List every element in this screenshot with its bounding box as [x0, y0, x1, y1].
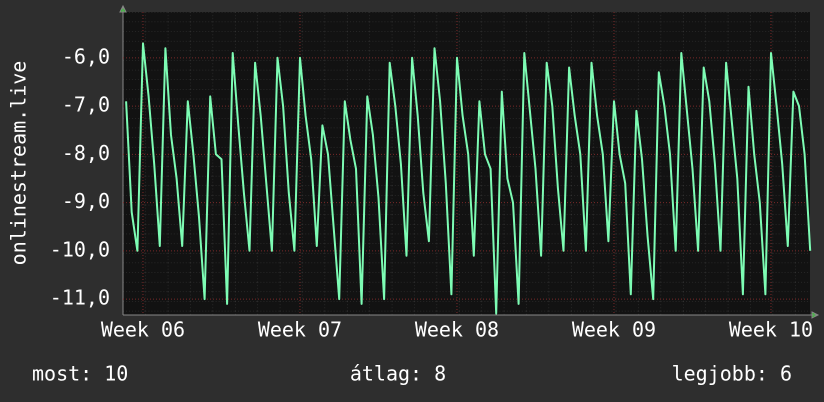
x-axis-arrow	[123, 311, 820, 319]
footer-current: most: 10	[32, 362, 128, 386]
minor-grid	[123, 12, 810, 315]
footer-average: átlag: 8	[350, 362, 446, 386]
y-tick-label: -8,0	[62, 141, 110, 165]
y-tick-label: -7,0	[62, 93, 110, 117]
x-tick-label: Week 07	[258, 318, 342, 342]
data-line	[125, 42, 812, 315]
y-tick-label: -6,0	[62, 44, 110, 68]
y-axis-label: onlinestream.live	[7, 61, 31, 266]
footer-best: legjobb: 6	[672, 362, 792, 386]
x-tick-label: Week 08	[415, 318, 499, 342]
x-tick-label: Week 06	[101, 318, 185, 342]
x-tick-label: Week 10	[729, 318, 813, 342]
y-tick-label: -9,0	[62, 189, 110, 213]
x-tick-label: Week 09	[572, 318, 656, 342]
y-tick-label: -11,0	[50, 286, 110, 310]
y-tick-label: -10,0	[50, 237, 110, 261]
